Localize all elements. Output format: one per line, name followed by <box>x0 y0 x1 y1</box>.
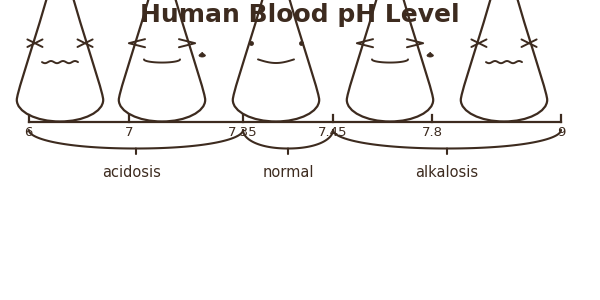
Text: Human Blood pH Level: Human Blood pH Level <box>140 3 460 27</box>
Text: 7.8: 7.8 <box>421 126 443 139</box>
Text: normal: normal <box>262 165 314 180</box>
Text: acidosis: acidosis <box>103 165 161 180</box>
Text: 7: 7 <box>125 126 133 139</box>
PathPatch shape <box>427 52 433 57</box>
Text: 7.45: 7.45 <box>318 126 348 139</box>
Text: 6: 6 <box>25 126 33 139</box>
Text: 7.35: 7.35 <box>228 126 258 139</box>
PathPatch shape <box>199 52 205 57</box>
Text: alkalosis: alkalosis <box>415 165 479 180</box>
Text: 9: 9 <box>557 126 565 139</box>
